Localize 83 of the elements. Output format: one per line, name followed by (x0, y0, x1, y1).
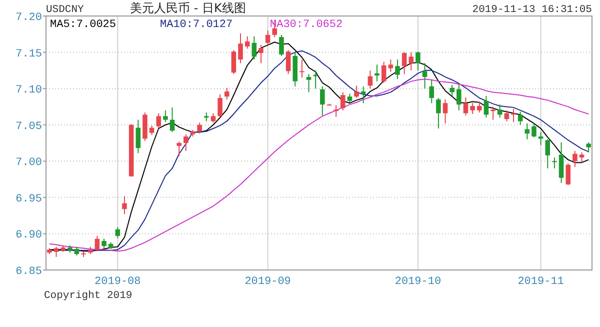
candlestick (456, 84, 462, 111)
candlestick (170, 106, 175, 133)
candlestick (477, 101, 482, 114)
candlestick (586, 142, 591, 153)
candlestick (402, 52, 407, 75)
y-tick-label: 6.95 (16, 193, 42, 206)
x-tick-label: 2019-08 (94, 276, 141, 288)
text: MA5:7.0025 (50, 19, 116, 31)
y-tick-label: 7.15 (16, 48, 42, 60)
candlestick (436, 98, 441, 129)
candlestick (511, 108, 516, 122)
candlestick (360, 86, 366, 104)
candlestick (340, 92, 346, 111)
x-tick-label: 2019-09 (244, 276, 291, 288)
candlestick (244, 36, 250, 50)
candlestick (258, 44, 264, 64)
candlestick (388, 59, 394, 72)
y-tick-label: 7.10 (16, 84, 42, 97)
candlestick (518, 111, 523, 126)
candlestick (408, 52, 414, 71)
candlestick (463, 96, 468, 116)
candlestick (354, 85, 359, 99)
candlestick (504, 110, 510, 122)
candlestick (524, 122, 530, 140)
text: Copyright 2019 (44, 290, 132, 302)
annotation: 2019-11-13 16:31:05 (472, 4, 592, 16)
candlestick (265, 30, 270, 46)
candlestick (149, 125, 154, 136)
y-tick-label: 7.00 (16, 157, 42, 170)
x-tick-label: 2019-11 (518, 276, 564, 288)
candlestick (470, 102, 475, 114)
candlestick (300, 59, 304, 78)
candlestick (579, 152, 584, 164)
candlestick (306, 74, 312, 93)
candlestick (566, 162, 570, 186)
text: MA30:7.0652 (270, 19, 343, 31)
candlestick (450, 84, 454, 96)
x-tick-label: 2019-10 (394, 276, 442, 288)
y-tick-label: 7.20 (16, 12, 42, 24)
candlestick (416, 51, 420, 71)
candlestick (368, 70, 373, 90)
candlestick (136, 119, 141, 154)
candlestick (532, 122, 536, 138)
candlestick (156, 112, 161, 128)
candlestick (320, 86, 325, 116)
candlestick (442, 98, 448, 124)
y-tick-label: 7.05 (16, 120, 42, 133)
candlestick (224, 87, 230, 100)
y-tick-label: 6.85 (16, 266, 42, 278)
candlestick (163, 110, 168, 122)
candlestick (252, 36, 257, 60)
candlestick (54, 246, 59, 258)
chart-title: 美元人民币 - 日K线图 (130, 1, 246, 15)
candlestick (176, 141, 182, 157)
candlestick (558, 142, 564, 184)
candlestick (94, 235, 100, 252)
text: MA10:7.0127 (160, 19, 233, 31)
candlestick (115, 226, 120, 239)
candlestick (374, 64, 380, 82)
candlestick (484, 95, 489, 118)
candlestick (231, 50, 236, 75)
candlestick (572, 150, 578, 168)
candlestick (552, 157, 557, 169)
candlestick (545, 138, 550, 169)
candlestick (122, 195, 127, 215)
candlestick (286, 50, 291, 75)
candlestick (490, 106, 496, 120)
candlestick (102, 238, 106, 249)
candlestick (184, 134, 188, 152)
candlestick (334, 104, 338, 118)
annotation: USDCNY (46, 4, 85, 16)
candlestick (142, 112, 148, 142)
candlestick (381, 61, 386, 84)
candlestick (279, 34, 284, 56)
candlestick (238, 32, 243, 64)
y-tick-label: 6.90 (16, 230, 42, 242)
candlestick (429, 79, 434, 104)
candlestick (218, 94, 222, 118)
candlestick (395, 59, 400, 80)
candlestick (497, 104, 502, 118)
candlestick (422, 62, 428, 90)
candlestick (210, 112, 216, 124)
candlestick (197, 122, 202, 134)
